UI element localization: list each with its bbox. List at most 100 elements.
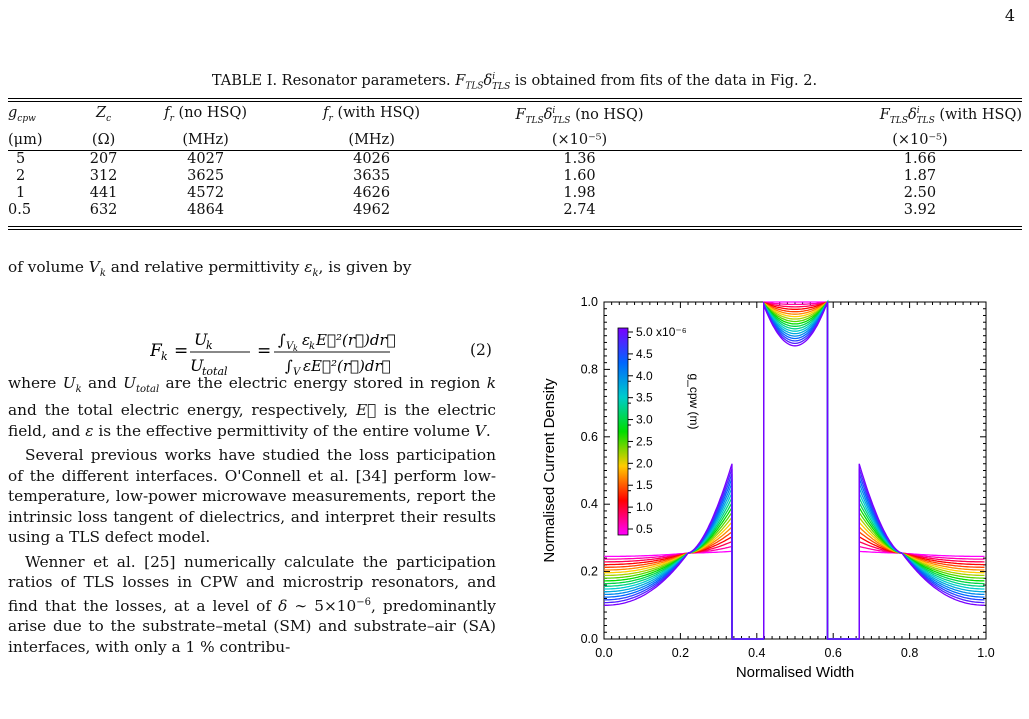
table-cell: 1 (16, 184, 26, 201)
unit-fr-with: (MHz) (348, 131, 395, 148)
series-line (604, 300, 985, 640)
y-tick-label: 0.8 (581, 362, 598, 376)
x-tick-label: 0.4 (748, 646, 765, 660)
series-line (604, 301, 985, 640)
colorbar-label: 5.0 x10⁻⁶ (636, 325, 687, 339)
svg-text:=: = (174, 341, 188, 361)
svg-text:k: k (293, 344, 298, 353)
table-top-rule (8, 98, 1022, 102)
table-cell: 0.5 (8, 201, 32, 218)
unit-fd-with: (×10⁻⁵) (892, 131, 948, 148)
table-cell: 4572 (187, 184, 225, 201)
para-previous-works: Several previous works have studied the … (8, 446, 496, 547)
header-gcpw: gcpw (8, 104, 36, 124)
x-tick-label: 0.2 (672, 646, 689, 660)
table-cell: 2 (16, 167, 26, 184)
series-line (604, 299, 985, 640)
resonator-table: gcpw Zc fr (no HSQ) fr (with HSQ) FTLSδi… (8, 98, 1022, 230)
series-line (604, 301, 985, 640)
colorbar-label: 0.5 (636, 522, 653, 536)
body-text: of volume Vk and relative permittivity ε… (8, 257, 496, 657)
svg-text:E⃗²(r⃗)dr⃗: E⃗²(r⃗)dr⃗ (315, 331, 396, 349)
svg-text:V: V (286, 341, 295, 352)
x-tick-label: 0.6 (825, 646, 842, 660)
colorbar-label: 3.5 (636, 391, 653, 405)
x-tick-label: 0.0 (595, 646, 612, 660)
table-cell: 1.66 (903, 150, 937, 167)
table-caption: TABLE I. Resonator parameters. FTLSδiTLS… (211, 72, 818, 92)
series-line (604, 300, 985, 640)
header-zc: Zc (96, 104, 112, 124)
table-row: 0.5 632 4864 4962 2.74 3.92 (8, 202, 1022, 219)
y-axis-label: Normalised Current Density (541, 378, 558, 563)
svg-text:U: U (194, 330, 208, 349)
table-cell: 4962 (353, 201, 391, 218)
table-cell: 2.50 (903, 184, 937, 201)
series-line (604, 299, 985, 640)
series-line (603, 300, 985, 640)
table-cell: 3625 (187, 167, 225, 184)
table-cell: 4026 (353, 150, 391, 167)
table-cell: 4027 (187, 150, 225, 167)
table-cell: 2.74 (563, 201, 596, 218)
chart-svg: 0.0 0.2 0.4 0.6 0.8 1.0 0.0 0.2 0.4 0.6 0.8 1.0 Norm… (541, 295, 995, 681)
svg-text:F: F (150, 341, 163, 361)
colorbar-label: 4.0 (636, 369, 653, 383)
svg-text:U: U (190, 356, 204, 375)
series-line (604, 301, 985, 640)
table-cell: 3635 (353, 167, 391, 184)
series-line (604, 300, 985, 640)
colorbar-label: 1.5 (636, 478, 653, 492)
colorbar-label: 3.0 (636, 413, 653, 427)
svg-text:∫: ∫ (278, 331, 286, 349)
equation-2: F k = U k U total = ∫ V k ε k E⃗²(r⃗)dr⃗… (149, 325, 510, 378)
table-cell: 441 (89, 184, 118, 201)
colorbar-label: 2.0 (636, 456, 653, 470)
table-cell: 1.60 (563, 167, 596, 184)
x-tick-label: 0.8 (901, 646, 918, 660)
colorbar-label: 4.5 (636, 347, 653, 361)
colorbar-label: 2.5 (636, 434, 653, 448)
svg-text:∫: ∫ (285, 357, 293, 375)
series-line (604, 301, 985, 640)
table-cell: 3.92 (903, 201, 937, 218)
unit-fr-no: (MHz) (182, 131, 229, 148)
svg-text:=: = (257, 341, 271, 361)
table-cell: 4626 (353, 184, 391, 201)
y-tick-label: 0.0 (581, 632, 598, 646)
para-where: where Uk and Utotal are the electric ene… (8, 373, 497, 440)
equation-number: (2) (470, 341, 492, 359)
series-line (604, 301, 985, 640)
series-line (604, 299, 985, 640)
table-header-row-2: (μm) (Ω) (MHz) (MHz) (×10⁻⁵) (×10⁻⁵) (8, 131, 1022, 151)
header-fd-no-hsq: FTLSδiTLS (no HSQ) (515, 106, 644, 126)
table-bottom-rule (8, 225, 1022, 230)
series-line (604, 300, 985, 640)
colorbar-title: g_cpw (m) (687, 373, 701, 429)
equation-svg: F k = U k U total = ∫ V k ε k E⃗²(r⃗)dr⃗… (149, 330, 396, 378)
unit-fd-no: (×10⁻⁵) (551, 131, 608, 148)
table-cell: 1.98 (563, 184, 596, 201)
table-cell: 5 (16, 150, 26, 167)
x-axis-label: Normalised Width (736, 664, 854, 681)
table-cell: 1.36 (563, 150, 596, 167)
svg-text:total: total (202, 365, 228, 378)
table-cell: 207 (89, 150, 118, 167)
header-fr-with-hsq: fr (with HSQ) (323, 104, 421, 124)
series-line (604, 301, 985, 640)
y-tick-label: 0.2 (581, 565, 598, 579)
table-cell: 632 (89, 201, 118, 218)
table-cell: 1.87 (903, 167, 937, 184)
series-line (604, 301, 985, 640)
unit-gcpw: (μm) (8, 131, 43, 148)
table-cell: 312 (89, 167, 118, 184)
series-line (604, 300, 985, 640)
unit-zc: (Ω) (91, 131, 116, 148)
y-tick-label: 1.0 (581, 295, 598, 309)
colorbar (617, 327, 629, 536)
series-line (603, 301, 985, 640)
table-row: 1 441 4572 4626 1.98 2.50 (8, 185, 1022, 202)
plot-frame (603, 301, 987, 640)
svg-text:ε: ε (302, 331, 310, 349)
caption-part-a: TABLE I. Resonator parameters. (211, 72, 456, 89)
